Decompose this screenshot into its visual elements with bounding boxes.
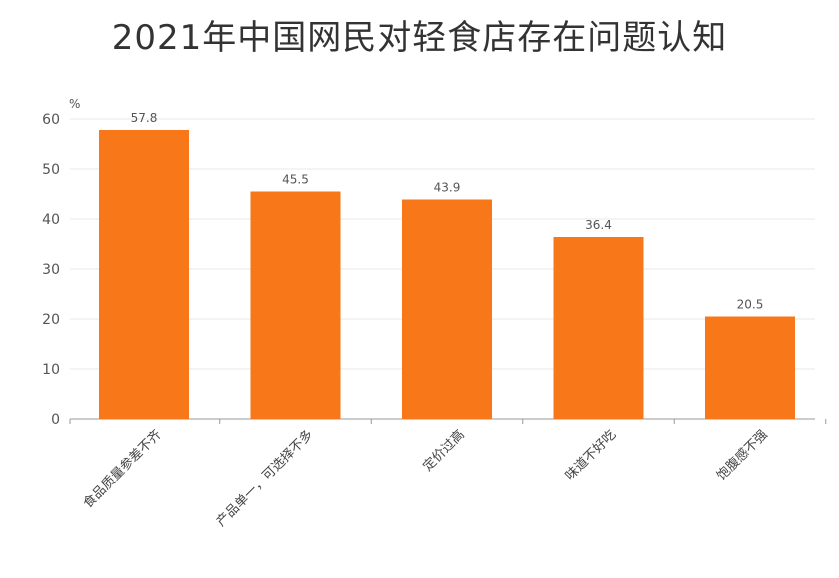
y-tick-label: 40 bbox=[42, 212, 60, 228]
bar bbox=[402, 199, 492, 419]
bar bbox=[553, 237, 644, 419]
x-category-label: 产品单一，可选择不多 bbox=[213, 427, 316, 530]
y-tick-label: 50 bbox=[42, 162, 60, 178]
bar bbox=[99, 130, 189, 419]
bar bbox=[250, 191, 341, 419]
data-label: 43.9 bbox=[434, 181, 461, 195]
y-axis-unit-label: % bbox=[69, 97, 80, 111]
y-tick-label: 0 bbox=[51, 412, 60, 428]
x-category-label: 饱腹感不强 bbox=[714, 427, 771, 484]
y-tick-label: 10 bbox=[42, 362, 60, 378]
x-category-label: 食品质量参差不齐 bbox=[80, 427, 165, 512]
x-category-label: 味道不好吃 bbox=[562, 427, 619, 484]
data-label: 57.8 bbox=[131, 111, 158, 125]
chart-title: 2021年中国网民对轻食店存在问题认知 bbox=[111, 18, 728, 58]
data-label: 36.4 bbox=[585, 218, 612, 232]
y-tick-label: 60 bbox=[42, 112, 60, 128]
x-category-label: 定价过高 bbox=[420, 427, 468, 475]
data-label: 20.5 bbox=[737, 298, 764, 312]
axes bbox=[69, 418, 827, 424]
y-tick-label: 20 bbox=[42, 312, 60, 328]
data-label: 45.5 bbox=[282, 173, 309, 187]
bars bbox=[99, 130, 795, 419]
y-tick-label: 30 bbox=[42, 262, 60, 278]
bar bbox=[705, 316, 795, 419]
